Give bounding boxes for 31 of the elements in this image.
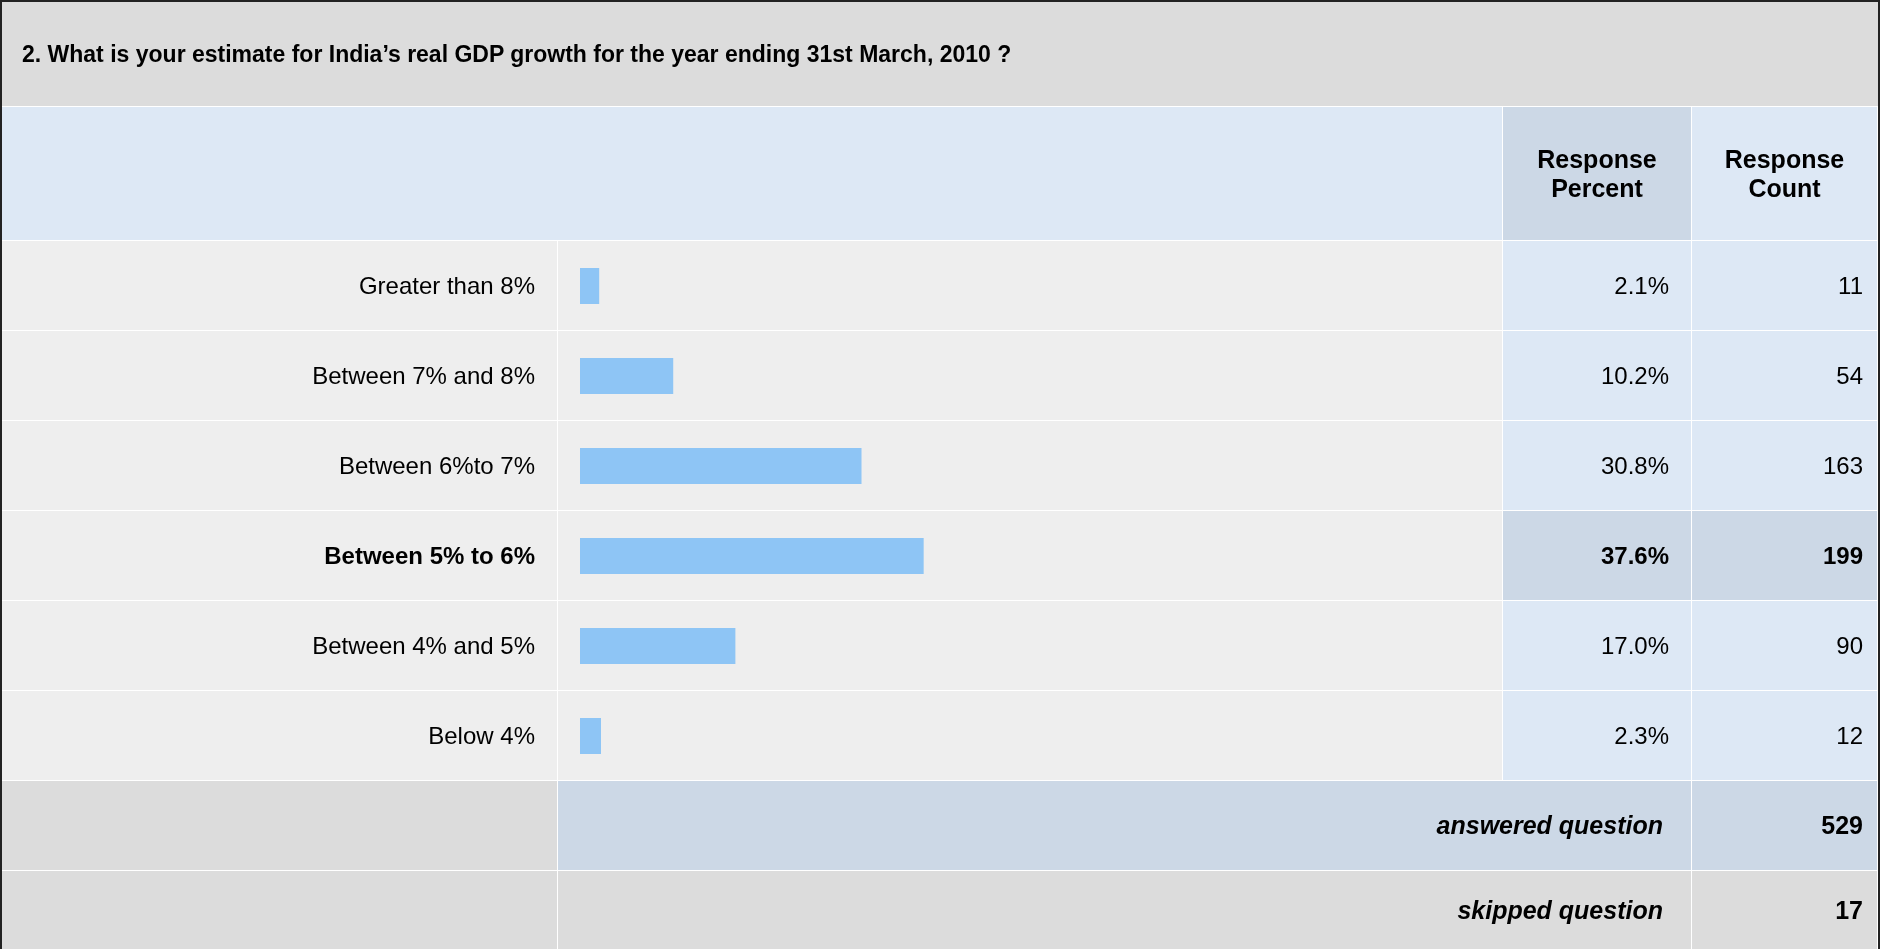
chart-title: 2. What is your estimate for India’s real GDP growth for the year ending 31st March, 2010 ? (2, 2, 1878, 107)
y-tick-label: Greater than 8% (2, 241, 558, 331)
data-label: 2.1% (1503, 241, 1692, 331)
text: 90 (1692, 601, 1878, 691)
y-tick-label: Between 4% and 5% (2, 601, 558, 691)
text: 11 (1692, 241, 1878, 331)
text: skipped question (558, 871, 1692, 949)
bar (580, 448, 862, 484)
y-tick-label: Between 5% to 6% (2, 511, 558, 601)
bar (580, 718, 602, 754)
text: 199 (1692, 511, 1878, 601)
text: 529 (1692, 781, 1878, 871)
text: 12 (1692, 691, 1878, 781)
bar (580, 628, 736, 664)
data-label: 37.6% (1503, 511, 1692, 601)
bar (580, 538, 924, 574)
y-tick-label: Between 7% and 8% (2, 331, 558, 421)
data-label: 17.0% (1503, 601, 1692, 691)
y-tick-label: Between 6%to 7% (2, 421, 558, 511)
text: Response Percent (1503, 107, 1692, 241)
text: answered question (558, 781, 1692, 871)
data-label: 2.3% (1503, 691, 1692, 781)
data-label: 30.8% (1503, 421, 1692, 511)
data-label: 10.2% (1503, 331, 1692, 421)
text: Response Count (1692, 107, 1878, 241)
bar (580, 358, 674, 394)
bar (580, 268, 600, 304)
text: 17 (1692, 871, 1878, 949)
text: 54 (1692, 331, 1878, 421)
text: 163 (1692, 421, 1878, 511)
y-tick-label: Below 4% (2, 691, 558, 781)
